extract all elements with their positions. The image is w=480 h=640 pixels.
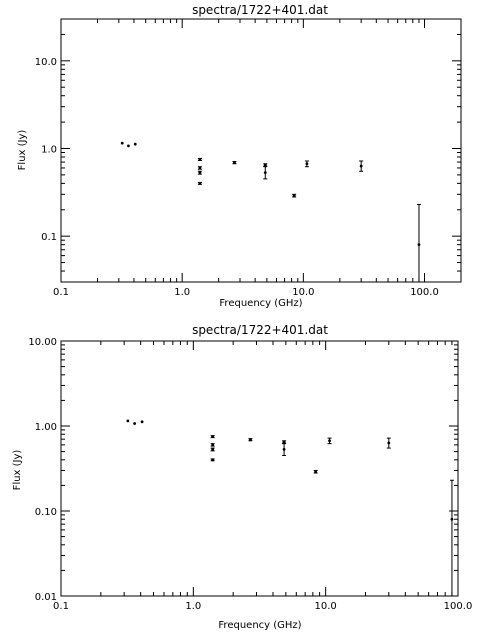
chart-panel-2: spectra/1722+401.dat Frequency (GHz) Flu… — [12, 323, 472, 631]
chart-1-data-point — [198, 181, 202, 185]
chart-2-x-tick-label: 100.0 — [444, 601, 473, 612]
chart-2-data-point — [211, 458, 215, 462]
chart-2-ticks: 0.1 1.0 10.0 100.0 0.01 0.10 1.00 10.00 — [28, 337, 472, 612]
chart-1-plot-frame — [60, 18, 462, 283]
chart-1-x-tick-label: 0.1 — [53, 287, 69, 298]
chart-2-data-point — [314, 470, 318, 474]
chart-1-data-point — [359, 164, 363, 168]
chart-1-x-tick-label: 10.0 — [292, 287, 314, 298]
chart-1-title: spectra/1722+401.dat — [192, 3, 328, 17]
chart-1-ticks: 0.1 1.0 10.0 100.0 0.1 1.0 10.0 — [35, 18, 462, 298]
chart-2-x-tick-label: 0.1 — [53, 601, 69, 612]
chart-2-data-point — [211, 443, 215, 447]
chart-2-points — [126, 419, 454, 597]
chart-1-data-point — [198, 158, 202, 161]
chart-panel-1: spectra/1722+401.dat Frequency (GHz) Flu… — [17, 3, 462, 309]
chart-2-data-point — [133, 422, 137, 425]
chart-2-data-point — [450, 517, 454, 521]
chart-2-y-axis-title: Flux (Jy) — [12, 450, 23, 491]
chart-1-data-point — [233, 161, 236, 165]
chart-1-data-point — [198, 166, 202, 170]
chart-2-x-tick-label: 1.0 — [185, 601, 201, 612]
chart-2-y-tick-label: 1.00 — [35, 422, 57, 433]
chart-1-data-point — [305, 162, 309, 166]
chart-2-data-point — [211, 448, 215, 451]
chart-2-data-point — [211, 435, 215, 439]
chart-1-data-point — [133, 142, 137, 146]
chart-1-y-tick-label: 1.0 — [41, 144, 57, 155]
chart-1-data-point — [263, 171, 267, 175]
chart-2-y-tick-label: 0.01 — [35, 592, 57, 603]
chart-2-data-point — [282, 440, 286, 444]
chart-1-data-point — [292, 194, 296, 198]
chart-2-data-point — [140, 420, 144, 424]
chart-1-data-point — [127, 144, 130, 148]
chart-2-title: spectra/1722+401.dat — [192, 323, 328, 337]
chart-1-y-axis-title: Flux (Jy) — [17, 130, 28, 171]
chart-2-y-tick-label: 10.00 — [28, 337, 57, 348]
chart-2-plot-frame — [60, 340, 459, 597]
chart-1-y-tick-label: 10.0 — [35, 57, 57, 68]
chart-1-x-tick-label: 100.0 — [410, 287, 439, 298]
chart-1-data-point — [198, 171, 202, 175]
chart-1-x-tick-label: 1.0 — [174, 287, 190, 298]
chart-2-x-axis-title: Frequency (GHz) — [218, 620, 301, 631]
chart-1-data-point — [263, 163, 267, 167]
chart-1-points — [120, 141, 421, 283]
chart-2-data-point — [249, 438, 252, 442]
chart-2-x-tick-label: 10.0 — [315, 601, 337, 612]
chart-2-data-point — [126, 419, 130, 423]
chart-2-data-point — [282, 448, 286, 451]
chart-2-data-point — [387, 441, 391, 445]
chart-1-y-tick-label: 0.1 — [41, 232, 57, 243]
chart-1-x-axis-title: Frequency (GHz) — [219, 298, 302, 309]
chart-2-y-tick-label: 0.10 — [35, 507, 57, 518]
chart-2-data-point — [328, 439, 331, 443]
chart-1-data-point — [417, 243, 421, 247]
chart-1-data-point — [120, 141, 124, 145]
